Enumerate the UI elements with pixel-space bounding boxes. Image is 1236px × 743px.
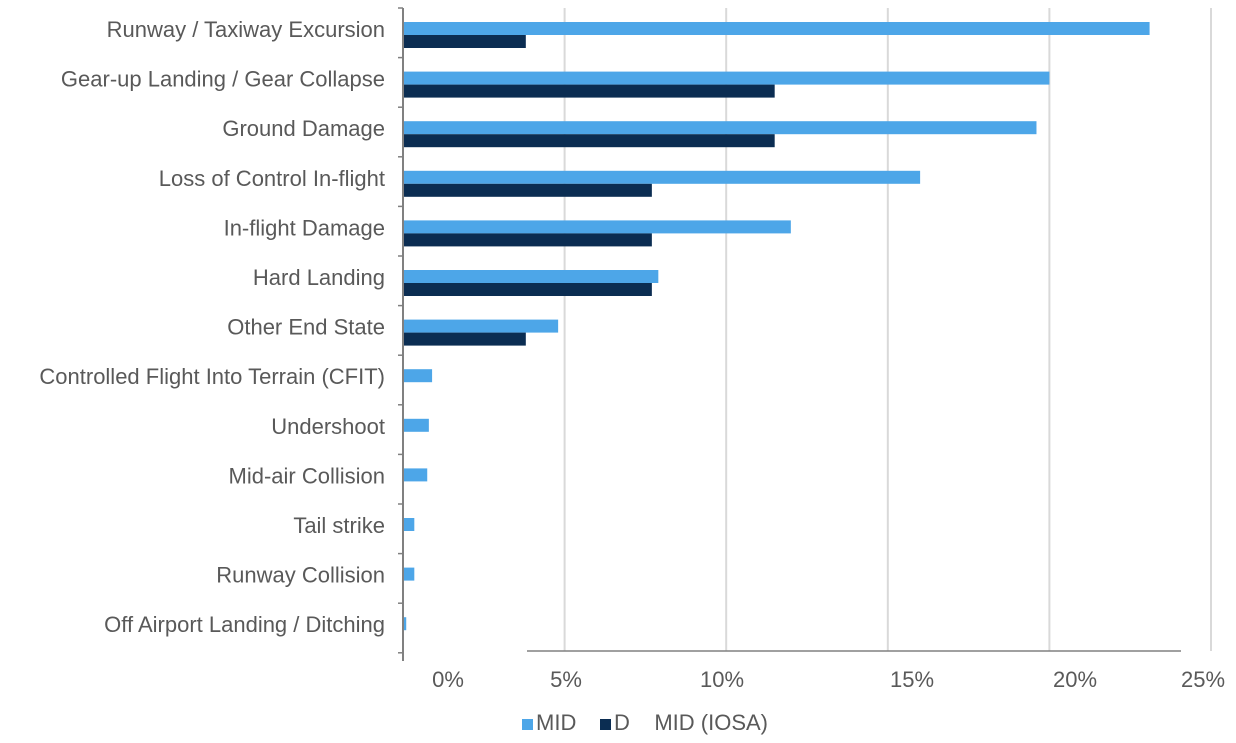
category-label: Mid-air Collision <box>229 463 385 488</box>
gridlines <box>563 8 1212 651</box>
bar-mid-9 <box>403 468 428 482</box>
bar-mid-6 <box>403 319 559 333</box>
category-label: Hard Landing <box>253 265 385 290</box>
category-label: In-flight Damage <box>224 215 385 240</box>
legend-label-mid: MID <box>536 710 576 735</box>
bar-mid-7 <box>403 369 433 383</box>
category-label: Ground Damage <box>222 116 385 141</box>
legend-swatch-mid-iosa <box>600 719 611 730</box>
category-label: Gear-up Landing / Gear Collapse <box>61 67 385 92</box>
bar-mid-iosa-4 <box>403 233 652 247</box>
category-label: Loss of Control In-flight <box>159 166 385 191</box>
category-labels: Runway / Taxiway Excursion Gear-up Landin… <box>39 17 385 637</box>
bar-mid-iosa-6 <box>403 332 526 346</box>
bar-mid-3 <box>403 170 921 184</box>
bar-mid-11 <box>403 567 415 581</box>
category-label: Other End State <box>227 315 385 340</box>
bar-mid-iosa-3 <box>403 183 652 197</box>
category-label: Runway Collision <box>216 563 385 588</box>
bars <box>403 22 1150 631</box>
x-tick-label: 10% <box>700 667 744 692</box>
category-label: Undershoot <box>271 414 385 439</box>
bar-mid-5 <box>403 270 659 283</box>
x-tick-label: 5% <box>550 667 582 692</box>
bar-mid-12 <box>403 617 407 631</box>
bar-mid-10 <box>403 518 415 531</box>
x-tick-label: 20% <box>1053 667 1097 692</box>
x-tick-label: 0% <box>432 667 464 692</box>
bar-mid-4 <box>403 220 791 234</box>
category-label: Tail strike <box>293 513 385 538</box>
legend-swatch-mid <box>522 719 533 730</box>
bar-mid-1 <box>403 71 1050 85</box>
bar-mid-iosa-2 <box>403 134 775 148</box>
x-tick-labels: 0% 5% 10% 15% 20% 25% <box>432 667 1225 692</box>
x-tick-label: 25% <box>1181 667 1225 692</box>
legend-label-mid-iosa: D MID (IOSA) <box>614 710 768 735</box>
category-label: Off Airport Landing / Ditching <box>104 612 385 637</box>
bar-mid-iosa-0 <box>403 35 526 48</box>
bar-mid-8 <box>403 418 429 432</box>
category-label: Controlled Flight Into Terrain (CFIT) <box>39 364 385 389</box>
bar-mid-iosa-1 <box>403 84 775 98</box>
bar-mid-iosa-5 <box>403 283 652 296</box>
bar-mid-2 <box>403 121 1037 135</box>
axes <box>398 7 1181 661</box>
x-tick-label: 15% <box>890 667 934 692</box>
legend: MID D MID (IOSA) <box>522 710 768 735</box>
category-label: Runway / Taxiway Excursion <box>107 17 385 42</box>
bar-mid-0 <box>403 22 1150 35</box>
